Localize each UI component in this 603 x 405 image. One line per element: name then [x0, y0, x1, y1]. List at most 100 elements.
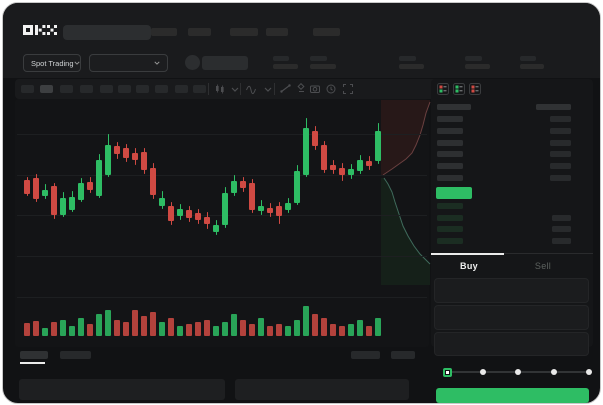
interval-pill[interactable] — [118, 85, 131, 93]
candle-body — [258, 206, 264, 211]
slider-stop[interactable] — [586, 369, 592, 375]
ask-amount-skeleton[interactable] — [550, 175, 571, 181]
nav-item[interactable] — [313, 28, 340, 36]
nav-item[interactable] — [266, 28, 288, 36]
chevron-down-icon — [154, 61, 160, 65]
chevron-down-icon — [73, 61, 80, 65]
volume-bar — [204, 320, 210, 336]
candle-body — [105, 145, 111, 175]
indicators-icon[interactable] — [245, 83, 257, 95]
volume-bar — [141, 316, 147, 336]
ask-price-skeleton[interactable] — [437, 163, 463, 170]
volume-bar — [186, 324, 192, 336]
interval-pill[interactable] — [175, 85, 188, 93]
interval-pill[interactable] — [100, 85, 113, 93]
interval-pill[interactable] — [193, 85, 206, 93]
volume-bar — [330, 324, 336, 336]
orderbook-layout-asks-icon[interactable] — [469, 83, 481, 95]
last-price-bar[interactable] — [436, 187, 472, 199]
candle-body — [24, 180, 30, 194]
pair-name-skeleton[interactable] — [202, 56, 248, 70]
volume-bar — [114, 320, 120, 336]
volume-bar — [222, 322, 228, 336]
candle-body — [267, 208, 273, 213]
candle-body — [123, 148, 129, 158]
volume-bar — [105, 310, 111, 336]
volume-bar — [24, 323, 30, 336]
ask-amount-skeleton[interactable] — [550, 163, 571, 170]
bid-price-skeleton[interactable] — [437, 226, 463, 233]
ask-amount-skeleton[interactable] — [550, 151, 571, 158]
buy-submit-button[interactable] — [436, 388, 589, 403]
interval-pill[interactable] — [155, 85, 168, 93]
bid-price-skeleton[interactable] — [437, 203, 463, 209]
search-input[interactable] — [63, 25, 151, 40]
volume-bar — [51, 322, 57, 336]
nav-item[interactable] — [230, 28, 258, 36]
ask-price-skeleton[interactable] — [437, 175, 463, 181]
candle-body — [78, 183, 84, 200]
interval-pill[interactable] — [40, 85, 53, 93]
bid-price-skeleton[interactable] — [437, 238, 463, 245]
interval-pill[interactable] — [80, 85, 93, 93]
volume-bar — [213, 326, 219, 336]
ask-amount-skeleton[interactable] — [550, 139, 571, 146]
stat-label-skeleton — [273, 56, 289, 61]
order-form-field[interactable] — [434, 305, 589, 330]
candle-body — [330, 165, 336, 170]
chart-style-icon[interactable] — [214, 83, 226, 95]
stat-label-skeleton — [310, 56, 327, 61]
ask-price-skeleton[interactable] — [437, 127, 463, 134]
volume-bar — [168, 318, 174, 336]
bid-amount-skeleton[interactable] — [552, 238, 571, 245]
draw-icon[interactable] — [295, 83, 307, 95]
fullscreen-icon[interactable] — [342, 83, 354, 95]
pair-selector-dropdown[interactable] — [89, 54, 168, 72]
ask-price-skeleton[interactable] — [437, 151, 463, 158]
bottom-right-tab[interactable] — [391, 351, 415, 359]
orderbook-layout-bids-icon[interactable] — [453, 83, 465, 95]
slider-handle-dot — [445, 370, 449, 374]
bottom-tab[interactable] — [60, 351, 91, 359]
candle-body — [222, 193, 228, 225]
candle-body — [312, 131, 318, 146]
ask-price-skeleton[interactable] — [437, 139, 463, 146]
nav-item[interactable] — [151, 28, 177, 36]
interval-pill[interactable] — [60, 85, 73, 93]
volume-bar — [339, 326, 345, 336]
ask-amount-skeleton[interactable] — [550, 116, 571, 122]
tab-sell[interactable]: Sell — [534, 261, 552, 271]
orderbook-layout-combined-icon[interactable] — [437, 83, 449, 95]
bid-amount-skeleton[interactable] — [552, 226, 571, 233]
market-type-selector[interactable]: Spot Trading — [23, 54, 81, 72]
chevron-down-icon[interactable] — [262, 83, 274, 95]
slider-stop[interactable] — [550, 369, 557, 375]
candle-body — [240, 181, 246, 188]
order-form-field[interactable] — [434, 332, 589, 356]
okx-logo[interactable] — [23, 25, 57, 36]
slider-stop[interactable] — [515, 369, 521, 375]
bottom-right-tab[interactable] — [351, 351, 380, 359]
camera-icon[interactable] — [309, 83, 321, 95]
ask-price-skeleton[interactable] — [437, 116, 463, 122]
orderbook-header-amount — [536, 104, 571, 110]
interval-pill[interactable] — [136, 85, 149, 93]
line-tool-icon[interactable] — [280, 83, 292, 95]
volume-bar — [87, 324, 93, 336]
volume-bar — [258, 318, 264, 336]
chevron-down-icon[interactable] — [229, 83, 241, 95]
bid-amount-skeleton[interactable] — [552, 214, 571, 221]
ask-amount-skeleton[interactable] — [550, 127, 571, 134]
tab-buy[interactable]: Buy — [460, 261, 478, 271]
nav-item[interactable] — [188, 28, 211, 36]
volume-bar — [69, 326, 75, 336]
settings-icon[interactable] — [325, 83, 337, 95]
candle-body — [132, 153, 138, 160]
bottom-tab[interactable] — [20, 351, 48, 359]
slider-stop[interactable] — [479, 369, 486, 375]
volume-bar — [366, 326, 372, 336]
candle-body — [348, 169, 354, 175]
interval-pill[interactable] — [21, 85, 34, 93]
order-form-field[interactable] — [434, 278, 589, 303]
bid-price-skeleton[interactable] — [437, 214, 463, 221]
